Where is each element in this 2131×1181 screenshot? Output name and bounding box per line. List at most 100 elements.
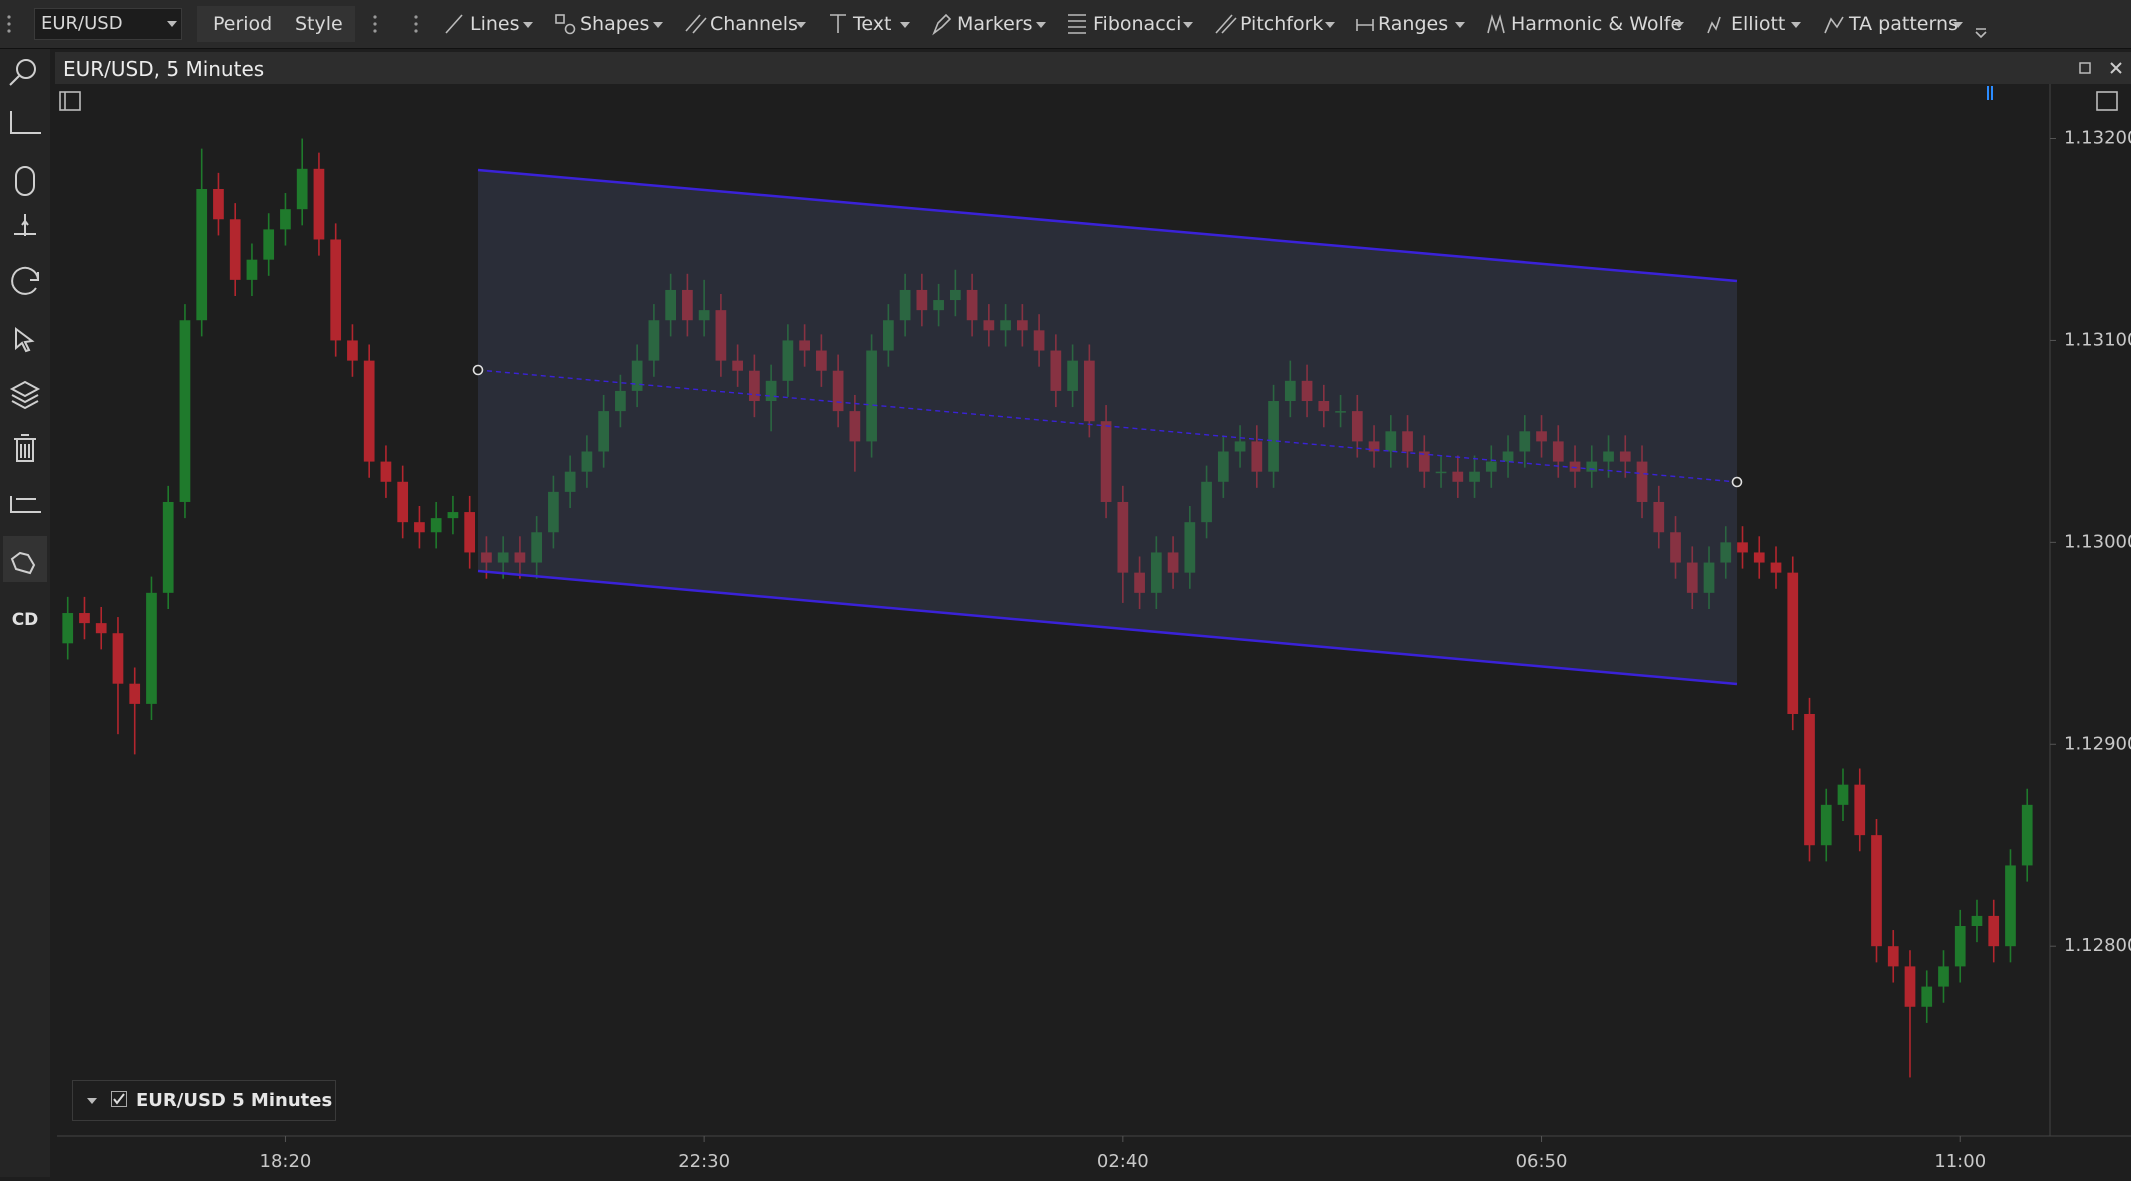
style-button[interactable]: Style bbox=[295, 13, 343, 35]
legend-collapse[interactable] bbox=[87, 1098, 97, 1104]
candle-body bbox=[698, 310, 710, 321]
candle-body bbox=[1686, 562, 1698, 593]
candle-body bbox=[447, 512, 459, 519]
candle-body bbox=[631, 360, 643, 391]
candle-body bbox=[497, 552, 509, 563]
candle-body bbox=[179, 320, 191, 502]
candle-body bbox=[1284, 380, 1296, 402]
tool-menu[interactable]: Fibonacci bbox=[1093, 13, 1182, 35]
tool-menu[interactable]: Channels bbox=[710, 13, 798, 35]
pause-icon[interactable] bbox=[1987, 86, 1993, 100]
dropdown-arrow bbox=[167, 21, 177, 27]
candle-body bbox=[598, 411, 610, 452]
candle-body bbox=[665, 289, 677, 321]
sidebar-label[interactable]: CD bbox=[12, 610, 39, 630]
dropdown-arrow bbox=[1325, 22, 1335, 28]
sidebar-icons: CD bbox=[3, 59, 47, 630]
plot-area bbox=[57, 84, 2050, 1136]
candle-body bbox=[380, 461, 392, 482]
candle-body bbox=[1720, 542, 1732, 563]
candle-body bbox=[246, 259, 258, 280]
candle-body bbox=[296, 168, 308, 210]
candle-body bbox=[548, 491, 559, 533]
toolbar-icons bbox=[7, 13, 1987, 39]
channel-handle[interactable] bbox=[1731, 476, 1743, 488]
candle-body bbox=[1117, 501, 1129, 573]
symbol-select[interactable]: EUR/USD bbox=[34, 8, 182, 40]
candle-body bbox=[1636, 461, 1648, 502]
tool-menu[interactable]: Ranges bbox=[1378, 13, 1449, 35]
candle-body bbox=[1670, 532, 1681, 563]
candle-body bbox=[1552, 441, 1564, 462]
candle-body bbox=[1837, 784, 1849, 805]
candle-body bbox=[564, 471, 576, 492]
candle-body bbox=[1737, 542, 1748, 553]
candle-body bbox=[1753, 552, 1765, 563]
x-tick-label: 11:00 bbox=[1934, 1151, 1986, 1172]
candle-body bbox=[1921, 986, 1933, 1007]
left-sidebar: CD bbox=[0, 49, 50, 1177]
candle-body bbox=[229, 219, 241, 280]
candle-body bbox=[1402, 431, 1413, 452]
candle-body bbox=[1703, 562, 1715, 593]
candles bbox=[62, 138, 2033, 1078]
dropdown-arrow bbox=[1183, 22, 1193, 28]
channel-handle[interactable] bbox=[472, 364, 484, 376]
candle-body bbox=[1954, 926, 1966, 967]
candle-body bbox=[648, 320, 660, 361]
tool-menu[interactable]: Lines bbox=[470, 13, 520, 35]
panel-icon[interactable] bbox=[59, 91, 81, 111]
candle-body bbox=[983, 320, 995, 331]
candle-body bbox=[816, 350, 827, 371]
tool-menu[interactable]: Harmonic & Wolfe bbox=[1511, 13, 1683, 35]
candle-body bbox=[2005, 865, 2016, 947]
candle-body bbox=[1016, 320, 1028, 331]
candle-body bbox=[1653, 501, 1665, 533]
candle-body bbox=[1619, 451, 1631, 462]
candle-body bbox=[1150, 552, 1162, 593]
candle-body bbox=[1871, 835, 1882, 947]
candle-body bbox=[1536, 431, 1547, 442]
dropdown-arrow bbox=[1455, 22, 1465, 28]
candle-body bbox=[1469, 471, 1480, 482]
tool-menu[interactable]: TA patterns bbox=[1849, 13, 1958, 35]
tool-menu[interactable]: Elliott bbox=[1731, 13, 1786, 35]
channel-drawing[interactable] bbox=[472, 168, 1743, 686]
period-button[interactable]: Period bbox=[213, 13, 273, 35]
candle-body bbox=[1217, 451, 1229, 482]
channel-lower bbox=[477, 569, 1738, 686]
candle-body bbox=[531, 532, 543, 563]
candle-body bbox=[866, 350, 877, 442]
candle-body bbox=[849, 411, 861, 442]
legend-checkbox[interactable] bbox=[111, 1091, 127, 1107]
candle-body bbox=[1050, 350, 1062, 391]
candle-body bbox=[782, 340, 794, 381]
candle-body bbox=[62, 613, 74, 644]
x-tick-label: 02:40 bbox=[1097, 1151, 1149, 1172]
panel-icon[interactable] bbox=[2096, 91, 2118, 111]
candle-body bbox=[749, 370, 760, 402]
dropdown-arrow bbox=[523, 22, 533, 28]
tool-menu[interactable]: Text bbox=[853, 13, 892, 35]
y-tick-label: 1.12900 bbox=[2064, 733, 2131, 754]
candle-body bbox=[1569, 461, 1581, 472]
tool-menu[interactable]: Shapes bbox=[580, 13, 650, 35]
x-tick-label: 06:50 bbox=[1516, 1151, 1568, 1172]
tool-menu[interactable]: Markers bbox=[957, 13, 1033, 35]
candle-body bbox=[1251, 441, 1263, 472]
candle-body bbox=[330, 239, 342, 341]
candle-body bbox=[883, 320, 894, 351]
candle-body bbox=[1820, 804, 1832, 846]
candle-body bbox=[1201, 481, 1212, 523]
candle-body bbox=[313, 168, 325, 240]
candle-body bbox=[732, 360, 743, 371]
candle-body bbox=[1318, 401, 1330, 412]
symbol: EUR/USD bbox=[41, 13, 123, 34]
y-tick-label: 1.13200 bbox=[2064, 128, 2131, 149]
tool-menu[interactable]: Pitchfork bbox=[1240, 13, 1324, 35]
candle-body bbox=[2021, 804, 2033, 866]
candle-body bbox=[1418, 451, 1430, 472]
candle-body bbox=[95, 623, 107, 634]
candle-body bbox=[799, 340, 810, 351]
candle-body bbox=[129, 683, 141, 704]
